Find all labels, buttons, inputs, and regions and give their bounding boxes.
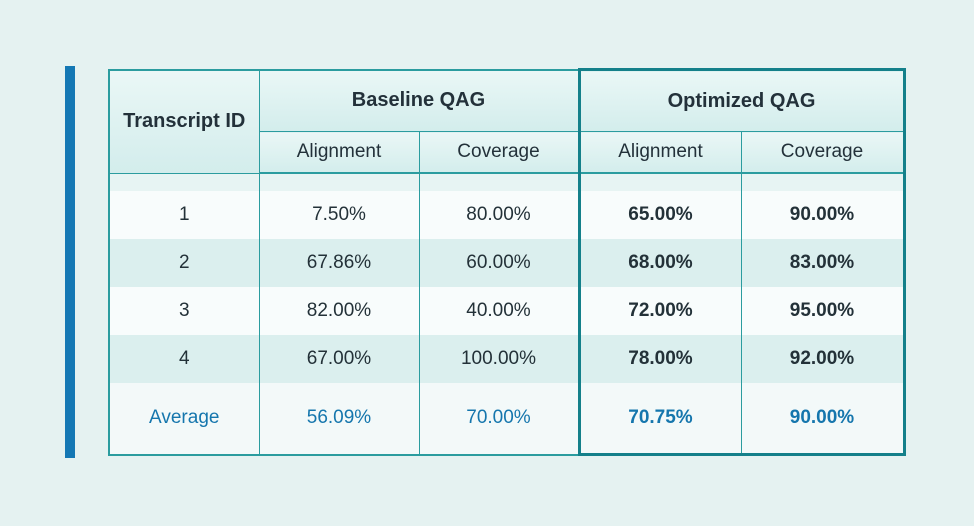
cell-optimized-alignment: 78.00% — [577, 335, 742, 383]
header-sub-row: Alignment Coverage Alignment Coverage — [109, 131, 906, 174]
header-transcript-id: Transcript ID — [108, 69, 260, 174]
cell-optimized-coverage: 95.00% — [740, 287, 906, 335]
cell-optimized-coverage: 83.00% — [740, 239, 906, 287]
cell-average-optimized-coverage: 90.00% — [740, 383, 906, 456]
header-baseline-alignment: Alignment — [258, 131, 420, 174]
table-row: 2 67.86% 60.00% 68.00% 83.00% — [108, 239, 906, 287]
header-optimized-qag: Optimized QAG — [577, 68, 906, 132]
cell-transcript-id: 4 — [108, 335, 260, 383]
header-baseline-qag: Baseline QAG — [258, 69, 580, 132]
cell-baseline-coverage: 100.00% — [418, 335, 580, 383]
cell-baseline-coverage: 80.00% — [418, 191, 580, 239]
cell-average-baseline-coverage: 70.00% — [418, 383, 580, 455]
cell-optimized-alignment: 68.00% — [577, 239, 742, 287]
cell-baseline-alignment: 82.00% — [258, 287, 420, 335]
spacer-cell — [577, 173, 742, 191]
header-optimized-alignment: Alignment — [577, 131, 742, 174]
cell-average-label: Average — [108, 383, 260, 455]
cell-transcript-id: 1 — [108, 191, 260, 239]
cell-average-baseline-alignment: 56.09% — [258, 383, 420, 455]
accent-bar — [65, 66, 75, 458]
cell-transcript-id: 3 — [108, 287, 260, 335]
header-baseline-coverage: Coverage — [418, 131, 580, 174]
cell-transcript-id: 2 — [108, 239, 260, 287]
cell-optimized-coverage: 92.00% — [740, 335, 906, 383]
qag-comparison-table: Transcript ID Baseline QAG Optimized QAG… — [108, 68, 906, 456]
spacer-cell — [740, 173, 906, 191]
cell-average-optimized-alignment: 70.75% — [577, 383, 742, 456]
cell-baseline-coverage: 60.00% — [418, 239, 580, 287]
table-row: 3 82.00% 40.00% 72.00% 95.00% — [108, 287, 906, 335]
cell-baseline-alignment: 67.00% — [258, 335, 420, 383]
spacer-row — [108, 173, 906, 191]
table-row: 1 7.50% 80.00% 65.00% 90.00% — [108, 191, 906, 239]
data-table: Transcript ID Baseline QAG Optimized QAG… — [108, 68, 906, 456]
cell-baseline-alignment: 7.50% — [258, 191, 420, 239]
header-group-row: Transcript ID Baseline QAG Optimized QAG — [108, 68, 906, 174]
cell-optimized-alignment: 72.00% — [577, 287, 742, 335]
spacer-cell — [108, 173, 260, 191]
table-row: 4 67.00% 100.00% 78.00% 92.00% — [108, 335, 906, 383]
cell-optimized-alignment: 65.00% — [577, 191, 742, 239]
cell-optimized-coverage: 90.00% — [740, 191, 906, 239]
cell-baseline-alignment: 67.86% — [258, 239, 420, 287]
cell-baseline-coverage: 40.00% — [418, 287, 580, 335]
header-optimized-coverage: Coverage — [740, 131, 906, 174]
average-row: Average 56.09% 70.00% 70.75% 90.00% — [108, 383, 906, 456]
spacer-cell — [258, 173, 420, 191]
spacer-cell — [418, 173, 580, 191]
